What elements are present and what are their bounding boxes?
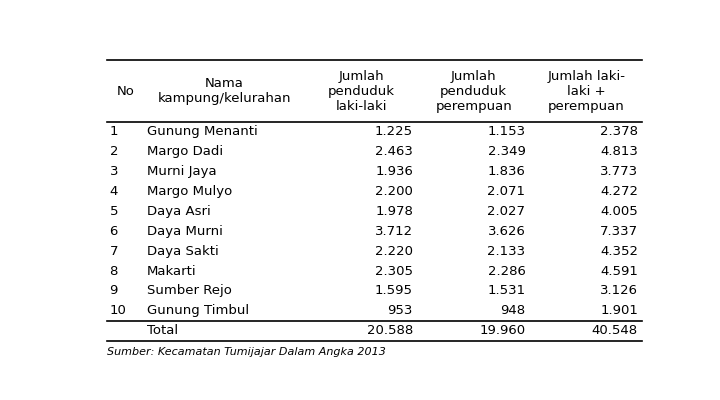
Text: 3.773: 3.773 xyxy=(600,165,638,178)
Text: 19.960: 19.960 xyxy=(480,324,526,337)
Text: 8: 8 xyxy=(109,264,118,278)
Text: 2: 2 xyxy=(109,145,118,158)
Text: 1.595: 1.595 xyxy=(375,284,413,297)
Text: 2.027: 2.027 xyxy=(487,205,526,218)
Text: 3: 3 xyxy=(109,165,118,178)
Text: 4.813: 4.813 xyxy=(600,145,638,158)
Text: 2.349: 2.349 xyxy=(487,145,526,158)
Text: Daya Murni: Daya Murni xyxy=(147,225,223,238)
Text: Jumlah laki-
laki +
perempuan: Jumlah laki- laki + perempuan xyxy=(547,70,625,113)
Text: Gunung Menanti: Gunung Menanti xyxy=(147,125,258,138)
Text: Margo Dadi: Margo Dadi xyxy=(147,145,223,158)
Text: 4.272: 4.272 xyxy=(600,185,638,198)
Text: Margo Mulyo: Margo Mulyo xyxy=(147,185,233,198)
Text: 1.531: 1.531 xyxy=(487,284,526,297)
Text: 2.378: 2.378 xyxy=(600,125,638,138)
Text: 1.901: 1.901 xyxy=(600,304,638,317)
Text: 9: 9 xyxy=(109,284,118,297)
Text: 2.200: 2.200 xyxy=(375,185,413,198)
Text: 2.133: 2.133 xyxy=(487,245,526,258)
Text: Gunung Timbul: Gunung Timbul xyxy=(147,304,249,317)
Text: Daya Asri: Daya Asri xyxy=(147,205,211,218)
Text: 948: 948 xyxy=(500,304,526,317)
Text: 4.352: 4.352 xyxy=(600,245,638,258)
Text: 5: 5 xyxy=(109,205,118,218)
Text: Total: Total xyxy=(147,324,178,337)
Text: 10: 10 xyxy=(109,304,127,317)
Text: 3.712: 3.712 xyxy=(375,225,413,238)
Text: Jumlah
penduduk
perempuan: Jumlah penduduk perempuan xyxy=(436,70,512,113)
Text: 4.005: 4.005 xyxy=(600,205,638,218)
Text: 1.936: 1.936 xyxy=(375,165,413,178)
Text: 2.286: 2.286 xyxy=(487,264,526,278)
Text: Murni Jaya: Murni Jaya xyxy=(147,165,217,178)
Text: Nama
kampung/kelurahan: Nama kampung/kelurahan xyxy=(158,77,292,105)
Text: 7: 7 xyxy=(109,245,118,258)
Text: 4: 4 xyxy=(109,185,118,198)
Text: 3.126: 3.126 xyxy=(600,284,638,297)
Text: 1.225: 1.225 xyxy=(375,125,413,138)
Text: Daya Sakti: Daya Sakti xyxy=(147,245,219,258)
Text: No: No xyxy=(117,85,135,98)
Text: 1: 1 xyxy=(109,125,118,138)
Text: 40.548: 40.548 xyxy=(592,324,638,337)
Text: 2.305: 2.305 xyxy=(375,264,413,278)
Text: 2.463: 2.463 xyxy=(375,145,413,158)
Text: 1.153: 1.153 xyxy=(487,125,526,138)
Text: 3.626: 3.626 xyxy=(487,225,526,238)
Text: Sumber: Kecamatan Tumijajar Dalam Angka 2013: Sumber: Kecamatan Tumijajar Dalam Angka … xyxy=(107,347,386,357)
Text: 953: 953 xyxy=(387,304,413,317)
Text: 20.588: 20.588 xyxy=(366,324,413,337)
Text: 7.337: 7.337 xyxy=(600,225,638,238)
Text: Sumber Rejo: Sumber Rejo xyxy=(147,284,232,297)
Text: Makarti: Makarti xyxy=(147,264,197,278)
Text: Jumlah
penduduk
laki-laki: Jumlah penduduk laki-laki xyxy=(328,70,395,113)
Text: 1.836: 1.836 xyxy=(487,165,526,178)
Text: 1.978: 1.978 xyxy=(375,205,413,218)
Text: 2.220: 2.220 xyxy=(375,245,413,258)
Text: 6: 6 xyxy=(109,225,118,238)
Text: 4.591: 4.591 xyxy=(600,264,638,278)
Text: 2.071: 2.071 xyxy=(487,185,526,198)
